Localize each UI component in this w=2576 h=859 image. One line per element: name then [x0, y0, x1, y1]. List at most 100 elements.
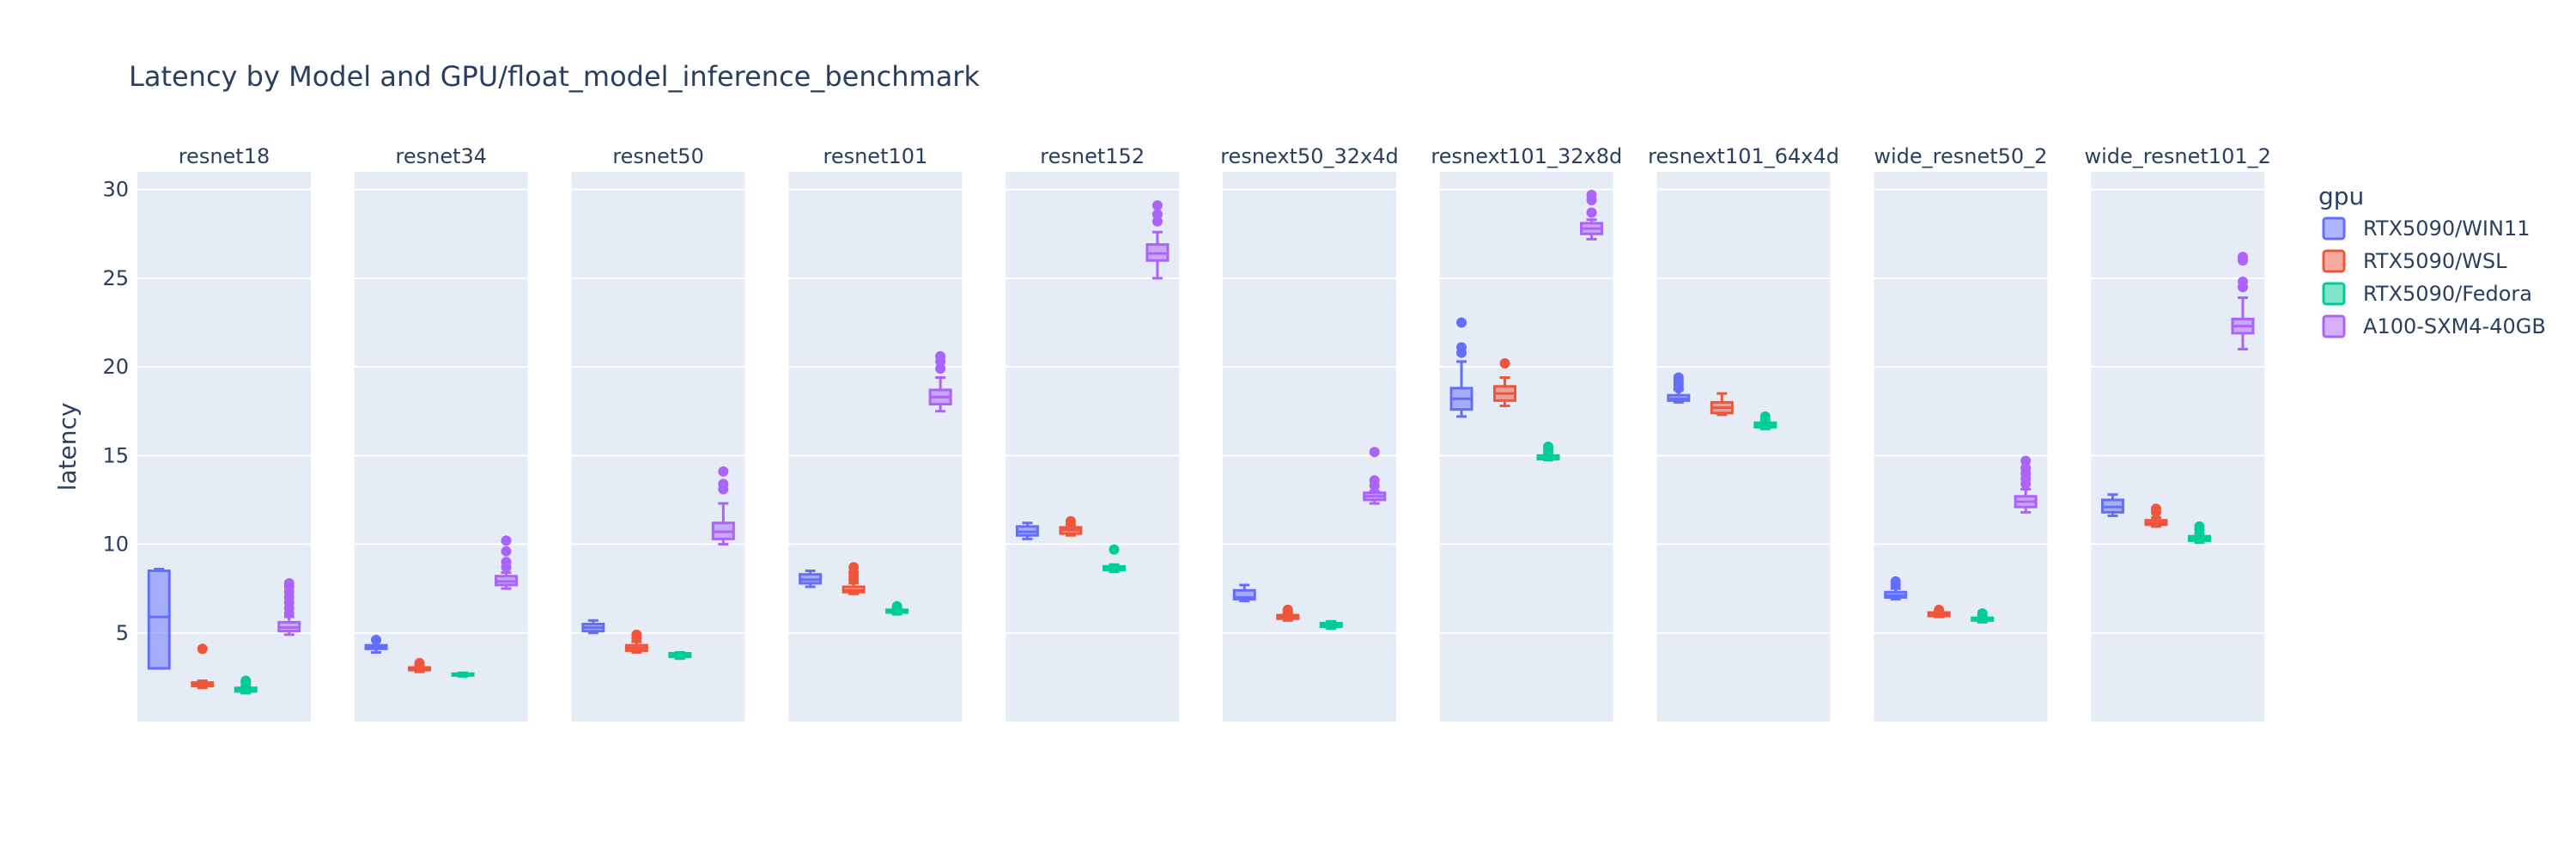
box-mark — [1753, 411, 1777, 430]
outlier-point — [631, 629, 642, 640]
outlier-point — [1456, 317, 1467, 328]
outlier-point — [2150, 503, 2161, 515]
outlier-point — [1499, 357, 1510, 369]
outlier-point — [501, 545, 512, 557]
y-tick-label: 5 — [116, 621, 129, 645]
facet-label: resnet101 — [823, 144, 927, 168]
legend: gpu RTX5090/WIN11 RTX5090/WSL RTX5090/Fedor… — [2318, 182, 2546, 338]
facet-panel: resnet101 — [788, 144, 963, 722]
facet-panel: resnext101_32x8d — [1431, 144, 1622, 722]
legend-label: A100-SXM4-40GB — [2363, 314, 2546, 338]
box-mark — [1276, 604, 1300, 622]
outlier-point — [1586, 189, 1597, 200]
outlier-point — [1151, 216, 1163, 227]
box-mark — [1971, 608, 1995, 624]
box-mark — [1536, 442, 1560, 461]
facet-panel: resnet152 — [1005, 144, 1180, 722]
box-mark — [1449, 317, 1473, 418]
legend-item[interactable]: A100-SXM4-40GB — [2322, 314, 2546, 338]
outlier-point — [1109, 544, 1120, 555]
facet-label: wide_resnet101_2 — [2085, 144, 2271, 168]
box-mark — [928, 350, 952, 413]
box-mark — [1580, 189, 1604, 241]
box-mark — [2231, 252, 2255, 350]
facet-label: resnext101_64x4d — [1648, 144, 1839, 168]
box-mark — [1667, 372, 1691, 404]
panel-background — [1223, 172, 1396, 722]
box-mark — [841, 562, 866, 595]
outlier-point — [414, 657, 425, 668]
outlier-point — [283, 577, 295, 588]
box-mark — [2100, 493, 2124, 518]
facet-label: resnet50 — [612, 144, 704, 168]
outlier-point — [1759, 411, 1771, 422]
outlier-point — [501, 535, 512, 546]
box-mark — [799, 570, 823, 588]
box-mark — [277, 577, 301, 637]
outlier-point — [2020, 455, 2032, 466]
box-mark — [408, 657, 432, 673]
facet-panel: wide_resnet101_2 — [2085, 144, 2271, 722]
box-iqr — [147, 570, 171, 670]
outlier-point — [1673, 372, 1684, 383]
legend-swatch — [2322, 314, 2346, 338]
y-axis: 5 10 15 20 25 30 — [102, 178, 129, 645]
outlier-point — [240, 675, 252, 686]
outlier-point — [1369, 447, 1380, 458]
box-mark — [1059, 515, 1083, 537]
box-mark — [1232, 583, 1256, 603]
panel-background — [571, 172, 745, 722]
box-mark — [234, 675, 258, 695]
facet-label: resnext50_32x4d — [1220, 144, 1399, 168]
legend-swatch — [2322, 216, 2346, 241]
panel-background — [2091, 172, 2265, 722]
box-mark — [2014, 455, 2038, 514]
outlier-point — [1282, 604, 1293, 615]
outlier-point — [718, 478, 729, 490]
box-mark — [147, 567, 171, 670]
outlier-point — [935, 350, 946, 362]
box-mark — [1884, 576, 1908, 601]
facet-panel: wide_resnet50_2 — [1874, 144, 2047, 722]
panel-background — [788, 172, 963, 722]
box-mark — [1363, 447, 1387, 505]
panel-background — [1439, 172, 1613, 722]
y-tick-label: 25 — [102, 266, 129, 290]
legend-label: RTX5090/WIN11 — [2363, 216, 2530, 241]
panel-background — [1656, 172, 1831, 722]
outlier-point — [501, 557, 512, 568]
y-tick-label: 30 — [102, 178, 129, 202]
outlier-point — [197, 643, 208, 655]
legend-item[interactable]: RTX5090/WSL — [2322, 249, 2507, 273]
box-mark — [711, 466, 735, 546]
box-mark — [1927, 604, 1951, 618]
box-mark — [1710, 392, 1734, 417]
y-tick-label: 10 — [102, 533, 129, 557]
outlier-point — [1369, 475, 1380, 486]
outlier-point — [2020, 462, 2032, 473]
outlier-point — [1151, 209, 1163, 220]
facet-panel: resnext101_64x4d — [1648, 144, 1839, 722]
outlier-point — [1934, 604, 1945, 615]
legend-item[interactable]: RTX5090/Fedora — [2322, 282, 2532, 306]
box-mark — [1015, 521, 1039, 540]
legend-item[interactable]: RTX5090/WIN11 — [2322, 216, 2530, 241]
box-mark — [624, 629, 648, 654]
facet-label: resnet34 — [396, 144, 488, 168]
box-mark — [668, 650, 692, 661]
box-mark — [1102, 544, 1126, 574]
y-tick-label: 20 — [102, 355, 129, 379]
box-mark — [2187, 521, 2211, 544]
legend-label: RTX5090/Fedora — [2363, 282, 2532, 306]
legend-swatch — [2322, 249, 2346, 273]
outlier-point — [1977, 608, 1988, 619]
outlier-point — [1151, 200, 1163, 211]
outlier-point — [891, 600, 902, 612]
facet-panels: resnet18 resnet34 resnet50 resnet101 resnet1… — [137, 144, 2271, 722]
panel-background — [1874, 172, 2048, 722]
box-mark — [2144, 503, 2168, 528]
box-mark — [1319, 619, 1343, 631]
box-mark — [451, 671, 475, 678]
